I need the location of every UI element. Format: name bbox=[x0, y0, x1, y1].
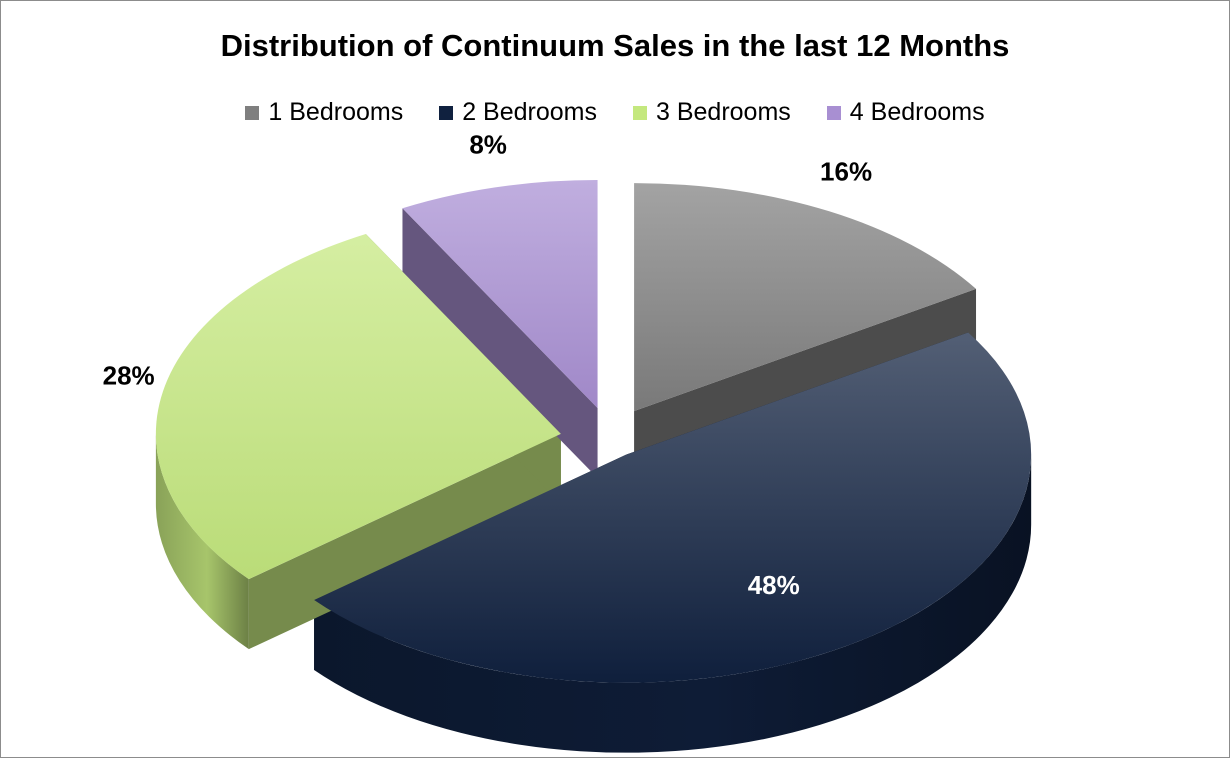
legend-item-4-bedrooms: 4 Bedrooms bbox=[826, 98, 985, 127]
legend-label-1-bedrooms: 1 Bedrooms bbox=[268, 98, 404, 126]
legend: 1 Bedrooms 2 Bedrooms 3 Bedrooms 4 Bedro… bbox=[0, 98, 1230, 127]
pie-outer-wall-2-bedrooms bbox=[314, 454, 1032, 753]
data-label-2-bedrooms: 48% bbox=[748, 570, 800, 600]
pie-slice-2-bedrooms bbox=[314, 332, 1032, 683]
legend-swatch-3-bedrooms bbox=[633, 105, 647, 120]
pie-wall-4-bedrooms-0 bbox=[402, 208, 598, 479]
legend-label-4-bedrooms: 4 Bedrooms bbox=[849, 98, 985, 126]
legend-label-2-bedrooms: 2 Bedrooms bbox=[462, 98, 597, 126]
legend-swatch-4-bedrooms bbox=[826, 105, 841, 120]
pie-slice-4-bedrooms bbox=[402, 180, 598, 409]
pie-slice-3-bedrooms bbox=[155, 234, 561, 580]
data-label-4-bedrooms: 8% bbox=[469, 129, 507, 159]
data-label-1-bedrooms: 16% bbox=[820, 157, 872, 187]
chart-title: Distribution of Continuum Sales in the l… bbox=[220, 28, 1010, 63]
legend-label-3-bedrooms: 3 Bedrooms bbox=[656, 98, 791, 126]
legend-item-3-bedrooms: 3 Bedrooms bbox=[633, 98, 791, 127]
pie-labels: 16% 48% 28% 8% bbox=[103, 129, 872, 600]
pie-slice-1-bedrooms bbox=[634, 183, 977, 412]
legend-swatch-1-bedrooms bbox=[245, 105, 260, 120]
legend-item-2-bedrooms: 2 Bedrooms bbox=[439, 98, 597, 127]
pie-outer-wall-3-bedrooms bbox=[155, 433, 249, 650]
legend-item-1-bedrooms: 1 Bedrooms bbox=[245, 98, 403, 127]
legend-swatch-2-bedrooms bbox=[439, 105, 454, 120]
pie-tops bbox=[155, 180, 1032, 683]
data-label-3-bedrooms: 28% bbox=[103, 361, 155, 391]
